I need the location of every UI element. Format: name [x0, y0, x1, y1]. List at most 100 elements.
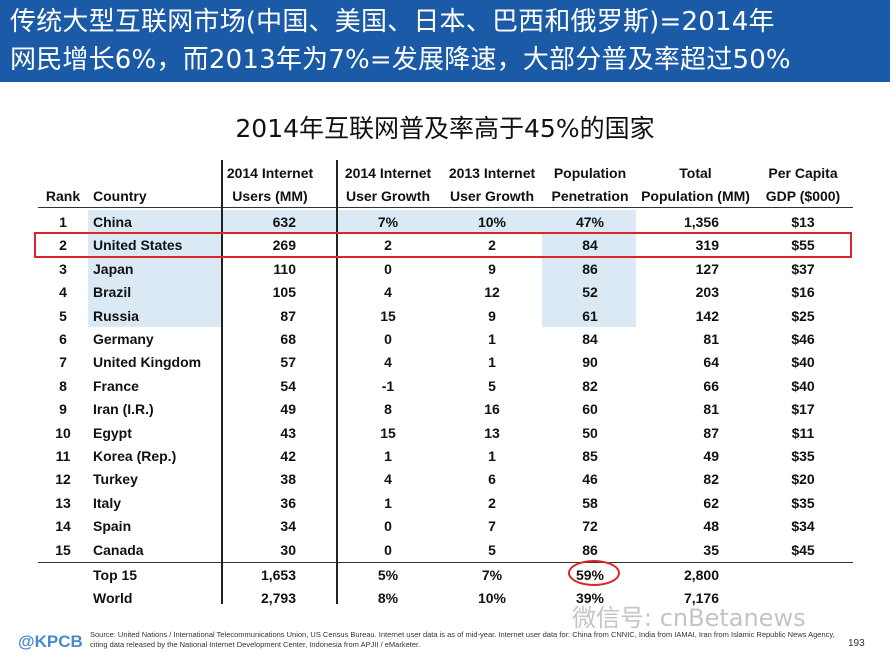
table-row-cell: 87: [703, 424, 719, 441]
page-number: 193: [848, 638, 865, 649]
table-row-cell: 6: [488, 471, 496, 488]
totals-row-cell: 39%: [575, 590, 605, 607]
column-divider-right: [336, 160, 338, 604]
table-row-cell: 16: [484, 401, 500, 418]
table-row-cell: 7%: [377, 214, 399, 230]
table-row-cell: 54: [280, 377, 296, 394]
table-row-cell: 1: [488, 354, 496, 371]
column-header-line1: 2014 Internet: [226, 165, 314, 181]
table-row-cell: 1: [488, 331, 496, 347]
table-row-cell: 632: [272, 214, 296, 230]
table-row-cell: 85: [582, 448, 598, 464]
table-row-cell: 72: [582, 518, 598, 535]
table-row-cell: 203: [695, 284, 719, 301]
column-divider-left: [221, 160, 223, 604]
column-header: Users (MM): [232, 188, 308, 204]
highlight-country-block: [88, 210, 222, 327]
table-row-cell: 12: [55, 471, 71, 488]
wechat-watermark: 微信号: cnBetanews: [572, 604, 806, 632]
highlight-penetration-block: [542, 233, 636, 327]
column-header-line1: Per Capita: [768, 165, 838, 181]
totals-row-cell: 1,653: [260, 567, 296, 583]
table-title: 2014年互联网普及率高于45%的国家: [235, 114, 655, 143]
table-row-cell: 11: [55, 448, 71, 464]
table-row-cell: 87: [280, 307, 296, 324]
table-row-cell: 82: [582, 377, 598, 394]
table-row-cell: Iran (I.R.): [93, 401, 154, 418]
title-line-1: 传统大型互联网市场(中国、美国、日本、巴西和俄罗斯)=2014年: [10, 7, 775, 37]
totals-row-cell: 5%: [377, 567, 399, 583]
table-row-cell: $46: [791, 331, 815, 347]
totals-row-cell: World: [93, 590, 133, 607]
table-row-cell: 38: [280, 471, 296, 488]
table-row-cell: 52: [582, 284, 598, 301]
column-header-line1: Total: [679, 165, 712, 181]
table-row-cell: $13: [791, 214, 815, 230]
table-row-cell: 64: [703, 354, 719, 371]
table-row-cell: 15: [380, 307, 396, 324]
table-row-cell: 2: [384, 237, 392, 254]
table-row-cell: Turkey: [93, 471, 138, 488]
table-row-cell: 0: [384, 518, 392, 535]
table-row-cell: $34: [791, 518, 815, 535]
title-banner: 传统大型互联网市场(中国、美国、日本、巴西和俄罗斯)=2014年 网民增长6%，…: [0, 0, 890, 82]
table-row-cell: $45: [791, 541, 815, 558]
column-header: User Growth: [449, 188, 534, 204]
table-row-cell: 82: [703, 471, 719, 488]
table-row-cell: Spain: [93, 518, 132, 535]
table-row-cell: United Kingdom: [93, 354, 202, 371]
totals-row-cell: 2,800: [683, 567, 719, 583]
header-divider: [38, 207, 853, 208]
table-row-cell: 1: [488, 448, 496, 464]
table-row-cell: 0: [384, 331, 392, 347]
column-header-line1: 2014 Internet: [344, 165, 432, 181]
table-row-cell: 62: [703, 494, 719, 511]
column-header: Population (MM): [641, 188, 750, 204]
table-row-cell: $20: [791, 471, 815, 488]
table-row-cell: 269: [272, 237, 296, 254]
highlight-china-row: [222, 210, 636, 234]
table-row-cell: 10: [55, 424, 71, 441]
us-row-frame: [34, 232, 852, 258]
data-table: Rank Country 2014 Internet Users (MM) 2014 I…: [34, 160, 853, 608]
title-line-2: 网民增长6%，而2013年为7%=发展降速，大部分普及率超过50%: [10, 45, 791, 75]
table-row-cell: 10%: [477, 214, 507, 230]
table-row-cell: 14: [55, 518, 71, 535]
table-row-cell: $16: [791, 284, 815, 301]
table-row-cell: 2: [59, 237, 67, 254]
table-row-cell: 7: [59, 354, 67, 371]
table-row-cell: 9: [488, 307, 496, 324]
table-row-cell: 8: [59, 377, 67, 394]
totals-divider: [38, 562, 853, 563]
table-row-cell: Brazil: [93, 284, 132, 301]
table-row-cell: 61: [582, 307, 598, 324]
table-row-cell: 35: [703, 541, 719, 558]
table-row-cell: 86: [582, 541, 598, 558]
table-row-cell: 1: [384, 448, 392, 464]
table-row-cell: Germany: [93, 331, 154, 347]
table-row-cell: 68: [280, 331, 296, 347]
table-row-cell: 49: [280, 401, 296, 418]
table-row-cell: $35: [791, 494, 815, 511]
table-row-cell: 12: [484, 284, 500, 301]
totals-row-cell: 7,176: [683, 590, 719, 607]
table-row-cell: 49: [703, 448, 719, 464]
table-row-cell: 46: [582, 471, 598, 488]
table-row-cell: 7: [488, 518, 496, 535]
table-row-cell: $25: [791, 307, 815, 324]
totals-row-cell: 10%: [477, 590, 507, 607]
table-row-cell: 4: [384, 284, 392, 301]
table-row-cell: Russia: [93, 307, 139, 324]
source-note: Source: United Nations / International T…: [90, 630, 835, 649]
table-row-cell: $55: [791, 237, 815, 254]
table-row-cell: 8: [384, 401, 392, 418]
table-row-cell: $11: [791, 424, 815, 441]
table-row-cell: 30: [280, 541, 296, 558]
table-row-cell: 4: [384, 471, 392, 488]
table-row-cell: 84: [582, 331, 598, 347]
totals-row-cell: 7%: [481, 567, 503, 583]
table-row-cell: 6: [59, 331, 67, 347]
table-row-cell: $40: [791, 354, 815, 371]
table-row-cell: 2: [488, 237, 496, 254]
table-row-cell: 4: [59, 284, 67, 301]
